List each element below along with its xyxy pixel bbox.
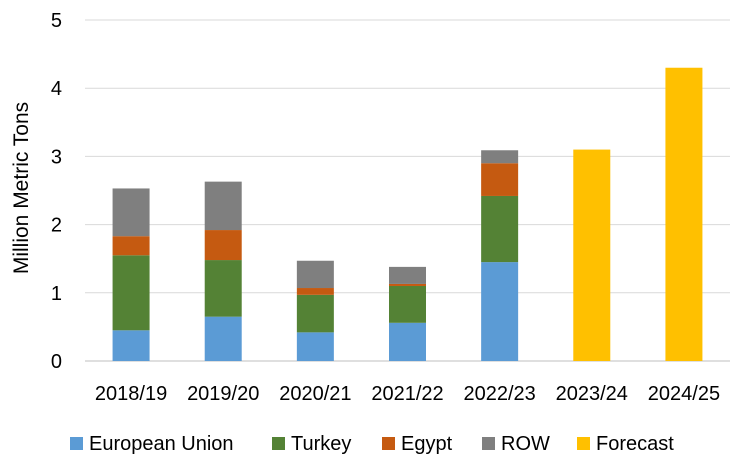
legend-label: Turkey	[291, 433, 351, 455]
x-tick-label: 2022/23	[463, 383, 535, 405]
x-tick-label: 2018/19	[95, 383, 167, 405]
bar-segment	[204, 230, 242, 261]
bar-segment	[481, 262, 519, 361]
y-tick-label: 2	[51, 215, 62, 237]
bar-segment	[389, 322, 426, 361]
bar-segment	[112, 236, 150, 256]
x-tick-label: 2020/21	[279, 383, 351, 405]
bar-segment	[204, 316, 242, 361]
bar-segment	[389, 266, 426, 284]
bar-segment	[573, 149, 611, 361]
bar-segment	[204, 181, 242, 231]
bar-segment	[481, 195, 519, 263]
bar-segment	[296, 288, 334, 295]
bar-segment	[112, 188, 150, 237]
x-tick-label: 2019/20	[187, 383, 259, 405]
y-tick-label: 1	[51, 283, 62, 305]
legend-label: European Union	[89, 433, 234, 455]
y-axis-title: Million Metric Tons	[10, 102, 33, 274]
bar-segment	[481, 163, 519, 196]
x-tick-label: 2024/25	[648, 383, 720, 405]
bars	[112, 67, 703, 362]
bar-segment	[665, 67, 703, 362]
legend-swatch	[577, 437, 590, 450]
legend-swatch	[70, 437, 83, 450]
legend-swatch	[482, 437, 495, 450]
bar-segment	[296, 260, 334, 289]
bar-segment	[204, 260, 242, 317]
y-tick-label: 4	[51, 78, 62, 100]
bar-segment	[112, 255, 150, 331]
bar-segment	[481, 150, 519, 164]
bar-segment	[296, 294, 334, 333]
x-tick-label: 2023/24	[556, 383, 628, 405]
legend-label: Egypt	[401, 433, 453, 455]
legend: European Union Turkey Egypt ROW Forecast	[70, 433, 674, 455]
y-tick-label: 0	[51, 351, 62, 373]
bar-segment	[389, 285, 426, 323]
gridlines	[85, 19, 730, 362]
legend-swatch	[382, 437, 395, 450]
x-tick-label: 2021/22	[371, 383, 443, 405]
x-axis-tick-labels: 2018/19 2019/20 2020/21 2021/22 2022/23 2023/…	[95, 383, 720, 405]
y-axis-tick-labels: 0 1 2 3 4 5	[51, 10, 62, 373]
bar-segment	[296, 332, 334, 361]
legend-swatch	[272, 437, 285, 450]
legend-label: ROW	[501, 433, 550, 455]
legend-label: Forecast	[596, 433, 674, 455]
bar-segment	[112, 330, 150, 361]
y-tick-label: 5	[51, 10, 62, 32]
y-tick-label: 3	[51, 146, 62, 168]
bar-segment	[389, 283, 426, 286]
